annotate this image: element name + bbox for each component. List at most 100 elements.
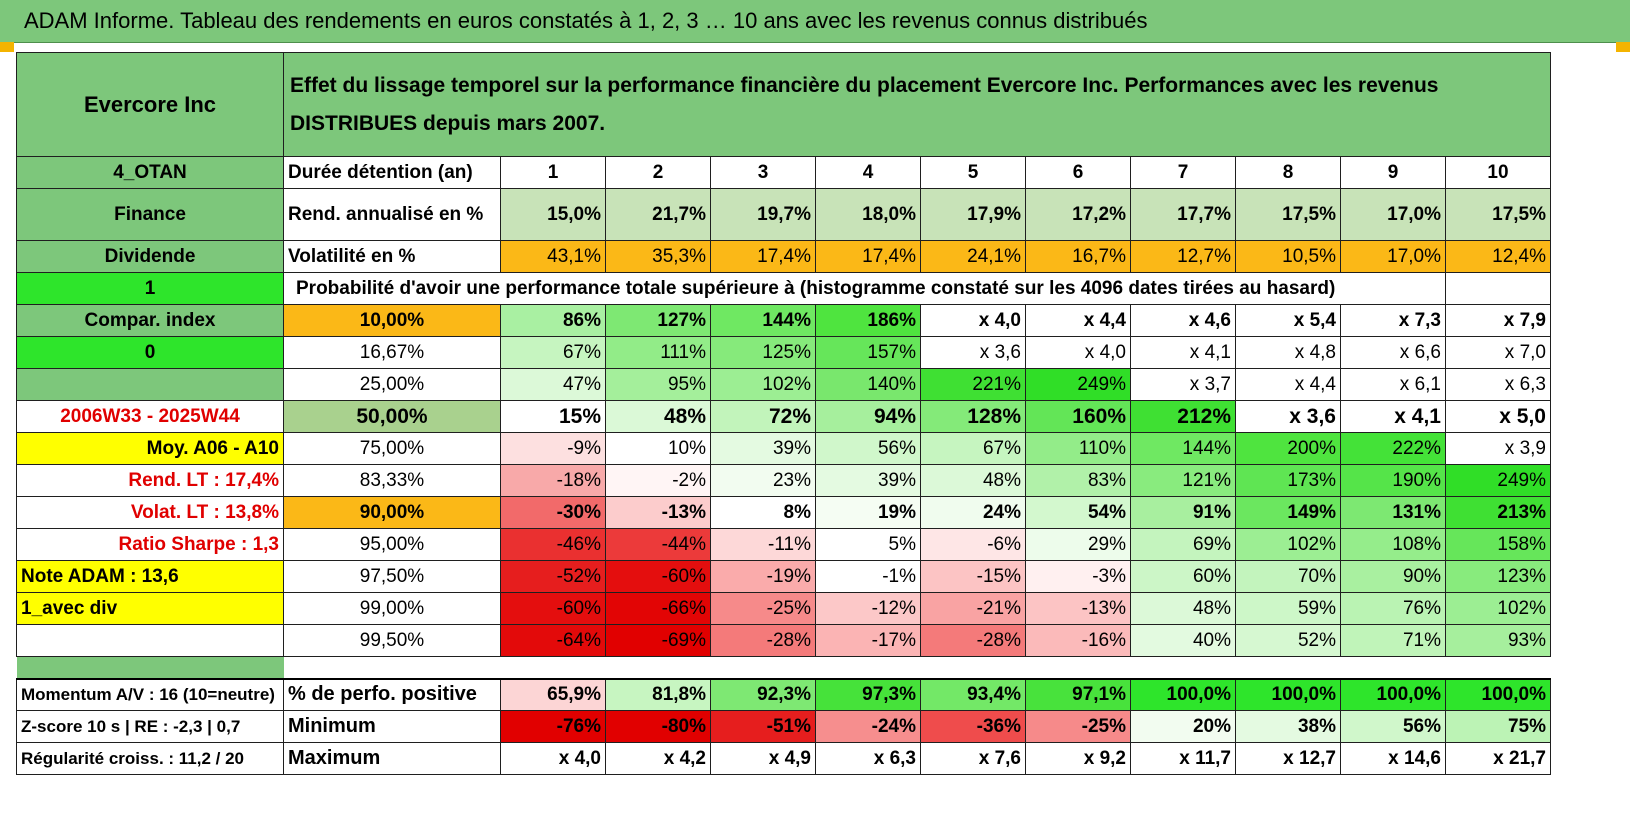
stat-cell-minimum: -80%: [605, 710, 711, 743]
probability-cell: -12%: [815, 592, 921, 625]
probability-cell: x 4,0: [920, 304, 1026, 337]
probability-cell: 40%: [1130, 624, 1236, 657]
probability-threshold: 99,50%: [283, 624, 501, 657]
probability-cell: -64%: [500, 624, 606, 657]
probability-threshold: 97,50%: [283, 560, 501, 593]
vol-cell: 10,5%: [1235, 240, 1341, 273]
probability-cell: 8%: [710, 496, 816, 529]
stat-cell-pct-positive: 93,4%: [920, 677, 1026, 711]
stat-cell-minimum: -36%: [920, 710, 1026, 743]
probability-cell: 48%: [605, 400, 711, 433]
probability-cell: -46%: [500, 528, 606, 561]
probability-row: Ratio Sharpe : 1,3 95,00% -46% -44% -11% 5% -6…: [16, 528, 1551, 561]
year-9: 9: [1340, 156, 1446, 189]
probability-cell: 67%: [500, 336, 606, 369]
probability-cell: -6%: [920, 528, 1026, 561]
probability-cell: 144%: [1130, 432, 1236, 465]
probability-cell: -19%: [710, 560, 816, 593]
probability-cell: x 6,6: [1340, 336, 1446, 369]
minimum-row: Z-score 10 s | RE : -2,3 | 0,7 Minimum -76…: [16, 710, 1551, 743]
probability-cell: -9%: [500, 432, 606, 465]
probability-cell: -52%: [500, 560, 606, 593]
probability-cell: 102%: [710, 368, 816, 401]
probability-cell: 70%: [1235, 560, 1341, 593]
probability-cell: 102%: [1445, 592, 1551, 625]
probability-cell: x 4,4: [1025, 304, 1131, 337]
asset-name: Evercore Inc: [16, 52, 284, 157]
note-adam: Note ADAM : 13,6: [16, 560, 284, 593]
proba-title: Probabilité d'avoir une performance tota…: [283, 272, 1446, 305]
stat-cell-pct-positive: 65,9%: [500, 677, 606, 711]
stat-cell-maximum: x 12,7: [1235, 742, 1341, 775]
stat-label-pct-positive: % de perfo. positive: [283, 677, 501, 711]
stat-side-pct-positive: Momentum A/V : 16 (10=neutre): [16, 677, 284, 711]
probability-cell: 173%: [1235, 464, 1341, 497]
probability-row: Rend. LT : 17,4% 83,33% -18% -2% 23% 39% 48% 83…: [16, 464, 1551, 497]
stat-cell-maximum: x 4,9: [710, 742, 816, 775]
stat-cell-maximum: x 14,6: [1340, 742, 1446, 775]
probability-threshold: 25,00%: [283, 368, 501, 401]
rend-cell: 17,5%: [1235, 188, 1341, 241]
probability-cell: 158%: [1445, 528, 1551, 561]
probability-cell: -3%: [1025, 560, 1131, 593]
year-5: 5: [920, 156, 1026, 189]
probability-row: 1_avec div 99,00% -60% -66% -25% -12% -21% -13%…: [16, 592, 1551, 625]
stat-cell-maximum: x 21,7: [1445, 742, 1551, 775]
stat-cell-maximum: x 6,3: [815, 742, 921, 775]
year-8: 8: [1235, 156, 1341, 189]
probability-cell: 24%: [920, 496, 1026, 529]
probability-cell: 131%: [1340, 496, 1446, 529]
vol-cell: 17,0%: [1340, 240, 1446, 273]
probability-cell: x 3,7: [1130, 368, 1236, 401]
year-1: 1: [500, 156, 606, 189]
probability-threshold: 10,00%: [283, 304, 501, 337]
probability-cell: 102%: [1235, 528, 1341, 561]
stat-cell-pct-positive: 100,0%: [1130, 677, 1236, 711]
maximum-row: Régularité croiss. : 11,2 / 20 Maximum x 4…: [16, 742, 1551, 775]
probability-cell: 76%: [1340, 592, 1446, 625]
probability-cell: 52%: [1235, 624, 1341, 657]
probability-cell: 90%: [1340, 560, 1446, 593]
probability-cell: x 4,1: [1340, 400, 1446, 433]
rend-cell: 19,7%: [710, 188, 816, 241]
year-3: 3: [710, 156, 816, 189]
probability-row: 25,00% 47% 95% 102% 140% 221% 249% x 3,7 x 4,4 x …: [16, 368, 1551, 401]
vol-cell: 17,4%: [815, 240, 921, 273]
ratio-sharpe: Ratio Sharpe : 1,3: [16, 528, 284, 561]
rend-lt: Rend. LT : 17,4%: [16, 464, 284, 497]
probability-cell: 110%: [1025, 432, 1131, 465]
probability-cell: x 7,9: [1445, 304, 1551, 337]
table-description: Effet du lissage temporel sur la perform…: [283, 52, 1551, 157]
rend-cell: 18,0%: [815, 188, 921, 241]
year-10: 10: [1445, 156, 1551, 189]
probability-threshold: 90,00%: [283, 496, 501, 529]
rend-cell: 17,5%: [1445, 188, 1551, 241]
flag-zero: 0: [16, 336, 284, 369]
probability-threshold: 83,33%: [283, 464, 501, 497]
probability-cell: 140%: [815, 368, 921, 401]
rend-cell: 17,2%: [1025, 188, 1131, 241]
probability-cell: 5%: [815, 528, 921, 561]
duree-label: Durée détention (an): [283, 156, 501, 189]
probability-cell: 212%: [1130, 400, 1236, 433]
probability-cell: 72%: [710, 400, 816, 433]
spacer-blank: [284, 657, 1551, 679]
probability-cell: 71%: [1340, 624, 1446, 657]
probability-cell: -11%: [710, 528, 816, 561]
probability-cell: 200%: [1235, 432, 1341, 465]
rend-row: Finance Rend. annualisé en % 15,0% 21,7% 1…: [16, 188, 1551, 241]
probability-cell: 121%: [1130, 464, 1236, 497]
sheet-corner-mark-left: [0, 42, 14, 52]
proba-title-row: 1 Probabilité d'avoir une performance to…: [16, 272, 1551, 305]
proba-title-empty: [1445, 272, 1551, 305]
probability-cell: 128%: [920, 400, 1026, 433]
asset-code: 4_OTAN: [16, 156, 284, 189]
probability-cell: 221%: [920, 368, 1026, 401]
side-empty: [16, 368, 284, 401]
year-7: 7: [1130, 156, 1236, 189]
probability-cell: 91%: [1130, 496, 1236, 529]
stat-cell-minimum: -51%: [710, 710, 816, 743]
vol-cell: 24,1%: [920, 240, 1026, 273]
report-title: ADAM Informe. Tableau des rendements en …: [24, 8, 1148, 33]
probability-row: 99,50% -64% -69% -28% -17% -28% -16% 40% 52% 71% 9…: [16, 624, 1551, 657]
